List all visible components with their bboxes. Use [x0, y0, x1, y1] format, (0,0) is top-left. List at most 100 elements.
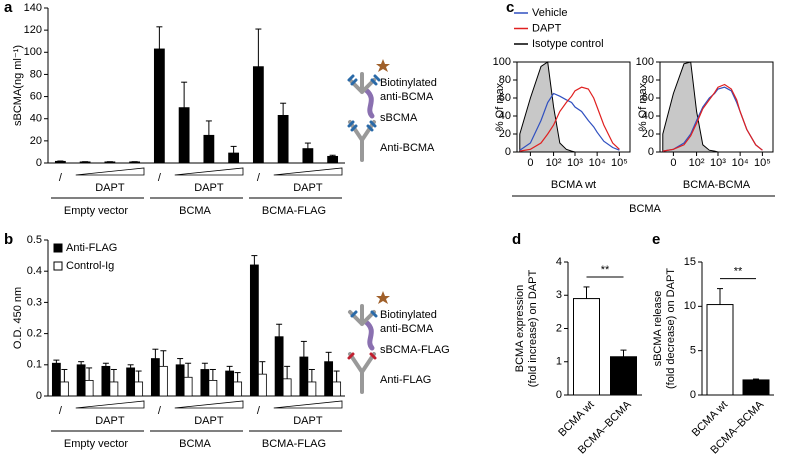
bar: [282, 378, 292, 397]
y-tick-label: 20: [642, 128, 654, 140]
treatment-label: DAPT: [194, 415, 224, 427]
subplot-label: BCMA-BCMA: [683, 179, 751, 191]
y-tick-label: 0: [648, 146, 654, 158]
diagram-label: Anti-BCMA: [380, 142, 435, 154]
bar: [706, 304, 734, 396]
group-label: BCMA-FLAG: [262, 205, 326, 217]
legend-label: DAPT: [532, 22, 562, 34]
y-axis-label: BCMA expression: [514, 285, 526, 372]
y-tick-label: 0.5: [27, 234, 42, 246]
bar: [203, 134, 215, 164]
bar: [101, 365, 111, 397]
subplot-label: BCMA wt: [551, 179, 596, 191]
legend-swatch: [53, 261, 63, 271]
y-tick-label: 40: [499, 110, 511, 122]
diagram-label: Biotinylated: [380, 77, 437, 89]
control-label: /: [59, 405, 63, 417]
y-tick-label: 2: [556, 322, 562, 334]
panel-letter: a: [4, 0, 13, 16]
y-tick-label: 4: [556, 256, 562, 268]
control-label: /: [158, 172, 162, 184]
control-label: /: [257, 172, 261, 184]
treatment-label: DAPT: [293, 182, 323, 194]
y-tick-label: 20: [30, 135, 42, 147]
bar: [332, 381, 342, 397]
y-tick-label: 20: [499, 128, 511, 140]
legend-label: Control-Ig: [66, 260, 114, 272]
significance-label: **: [601, 264, 610, 276]
bar: [252, 66, 264, 164]
y-tick-label: 80: [499, 74, 511, 86]
bar: [51, 362, 61, 397]
y-tick-label: 0.2: [27, 328, 42, 340]
control-label: /: [59, 172, 63, 184]
y-tick-label: 0: [690, 389, 696, 401]
bar: [126, 367, 136, 397]
y-tick-label: 0.4: [27, 265, 42, 277]
y-tick-label: 0.3: [27, 296, 42, 308]
bar: [249, 264, 259, 397]
y-tick-label: 40: [642, 110, 654, 122]
bar: [233, 381, 243, 397]
x-tick-label: 10³: [710, 157, 726, 169]
dose-wedge: [273, 400, 343, 409]
bar: [178, 107, 190, 164]
control-label: /: [158, 405, 162, 417]
dose-wedge: [174, 167, 244, 176]
y-axis-label: sBCMA release: [652, 291, 664, 367]
bar: [158, 365, 168, 397]
y-tick-label: 0: [36, 390, 42, 402]
y-tick-label: 60: [642, 92, 654, 104]
treatment-label: DAPT: [293, 415, 323, 427]
dose-wedge: [75, 167, 145, 176]
bar: [257, 373, 267, 397]
bar: [324, 361, 334, 397]
y-tick-label: 1: [556, 356, 562, 368]
bar: [225, 370, 235, 397]
y-tick-label: 3: [556, 289, 562, 301]
x-tick-label: 10²: [689, 157, 705, 169]
group-label: BCMA: [179, 205, 211, 217]
x-tick-label: 10⁴: [589, 157, 606, 169]
y-tick-label: 100: [493, 56, 511, 68]
bar: [54, 160, 66, 164]
panel-letter: d: [512, 231, 521, 248]
y-axis-label: % Of max: [494, 82, 506, 131]
diagram-label: sBCMA: [380, 112, 418, 124]
x-axis-label: BCMA: [629, 203, 661, 215]
y-tick-label: 10: [684, 300, 696, 312]
diagram-label: sBCMA-FLAG: [380, 344, 450, 356]
x-tick-label: 10⁴: [732, 157, 749, 169]
bar: [175, 364, 185, 397]
histogram-line: [662, 83, 763, 152]
legend-swatch: [53, 243, 63, 253]
group-label: Empty vector: [64, 205, 129, 217]
bar: [610, 356, 637, 396]
bar: [150, 358, 160, 397]
y-tick-label: 80: [30, 68, 42, 80]
significance-label: **: [734, 266, 743, 278]
y-tick-label: 60: [499, 92, 511, 104]
bar: [200, 369, 210, 397]
bar: [573, 298, 600, 396]
y-tick-label: 40: [30, 113, 42, 125]
legend-label: Anti-FLAG: [66, 242, 117, 254]
dose-wedge: [273, 167, 343, 176]
y-axis-label: (fold increase) on DAPT: [527, 270, 539, 388]
y-tick-label: 120: [24, 24, 42, 36]
y-axis-label: % Of max: [637, 82, 649, 131]
bar: [76, 364, 86, 397]
diagram-label: Anti-FLAG: [380, 374, 431, 386]
bar: [228, 152, 240, 164]
y-tick-label: 0: [556, 389, 562, 401]
diagram-label: anti-BCMA: [380, 91, 434, 103]
histogram-line: [519, 86, 620, 152]
bar: [153, 48, 165, 164]
group-label: BCMA-FLAG: [262, 438, 326, 450]
legend-label: Vehicle: [532, 7, 567, 19]
bar: [109, 381, 119, 397]
bar: [84, 379, 94, 397]
bar: [327, 155, 339, 164]
dose-wedge: [174, 400, 244, 409]
histogram-area: [519, 61, 620, 153]
